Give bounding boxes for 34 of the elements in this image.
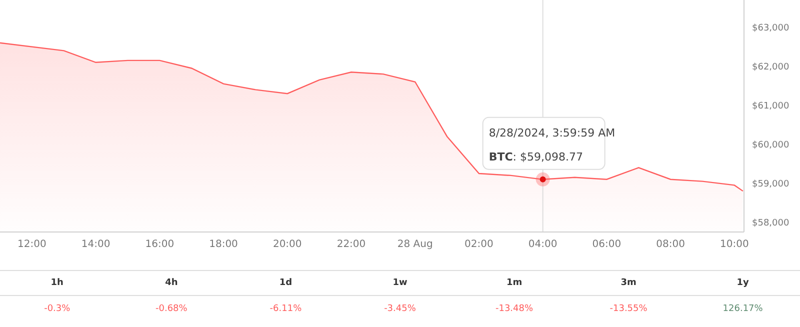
x-tick-label: 16:00: [145, 239, 174, 250]
data-label: -0.3%: [43, 304, 72, 314]
x-tick-label: 28 Aug: [397, 239, 433, 250]
y-tick-label: $59,000: [752, 179, 790, 190]
data-label: -3.45%: [383, 304, 417, 314]
category-label: 1d: [278, 278, 294, 288]
y-tick-label: $62,000: [752, 62, 790, 72]
data-label: -6.11%: [268, 304, 303, 314]
x-tick-label: 04:00: [528, 239, 558, 250]
annotation: 8/28/2024, 3:59:59 AM: [488, 126, 616, 140]
x-tick-label: 12:00: [18, 239, 46, 250]
x-tick-label: 20:00: [272, 239, 302, 250]
category-label: 3m: [620, 278, 638, 288]
category-label: 1w: [392, 278, 408, 288]
y-tick-label: $58,000: [752, 218, 790, 228]
data-label: -13.55%: [608, 304, 648, 314]
x-tick-label: 10:00: [720, 239, 749, 250]
x-tick-label: 08:00: [656, 239, 685, 250]
x-tick-label: 22:00: [336, 239, 366, 250]
data-label: 126.17%: [722, 304, 764, 314]
data-label: -0.68%: [154, 304, 188, 314]
x-tick-label: 06:00: [592, 239, 622, 250]
category-label: 1y: [736, 278, 750, 288]
category-label: 1m: [505, 278, 524, 288]
category-label: 1h: [50, 278, 64, 288]
x-tick-label: 18:00: [209, 239, 238, 250]
y-tick-label: $61,000: [752, 101, 790, 112]
annotation: BTC: $59,098.77: [488, 150, 583, 164]
x-tick-label: 14:00: [81, 239, 110, 250]
category-label: 4h: [164, 278, 179, 288]
data-label: -13.48%: [494, 304, 534, 314]
y-tick-label: $63,000: [752, 23, 790, 34]
x-tick-label: 02:00: [464, 239, 494, 250]
y-tick-label: $60,000: [752, 140, 790, 150]
